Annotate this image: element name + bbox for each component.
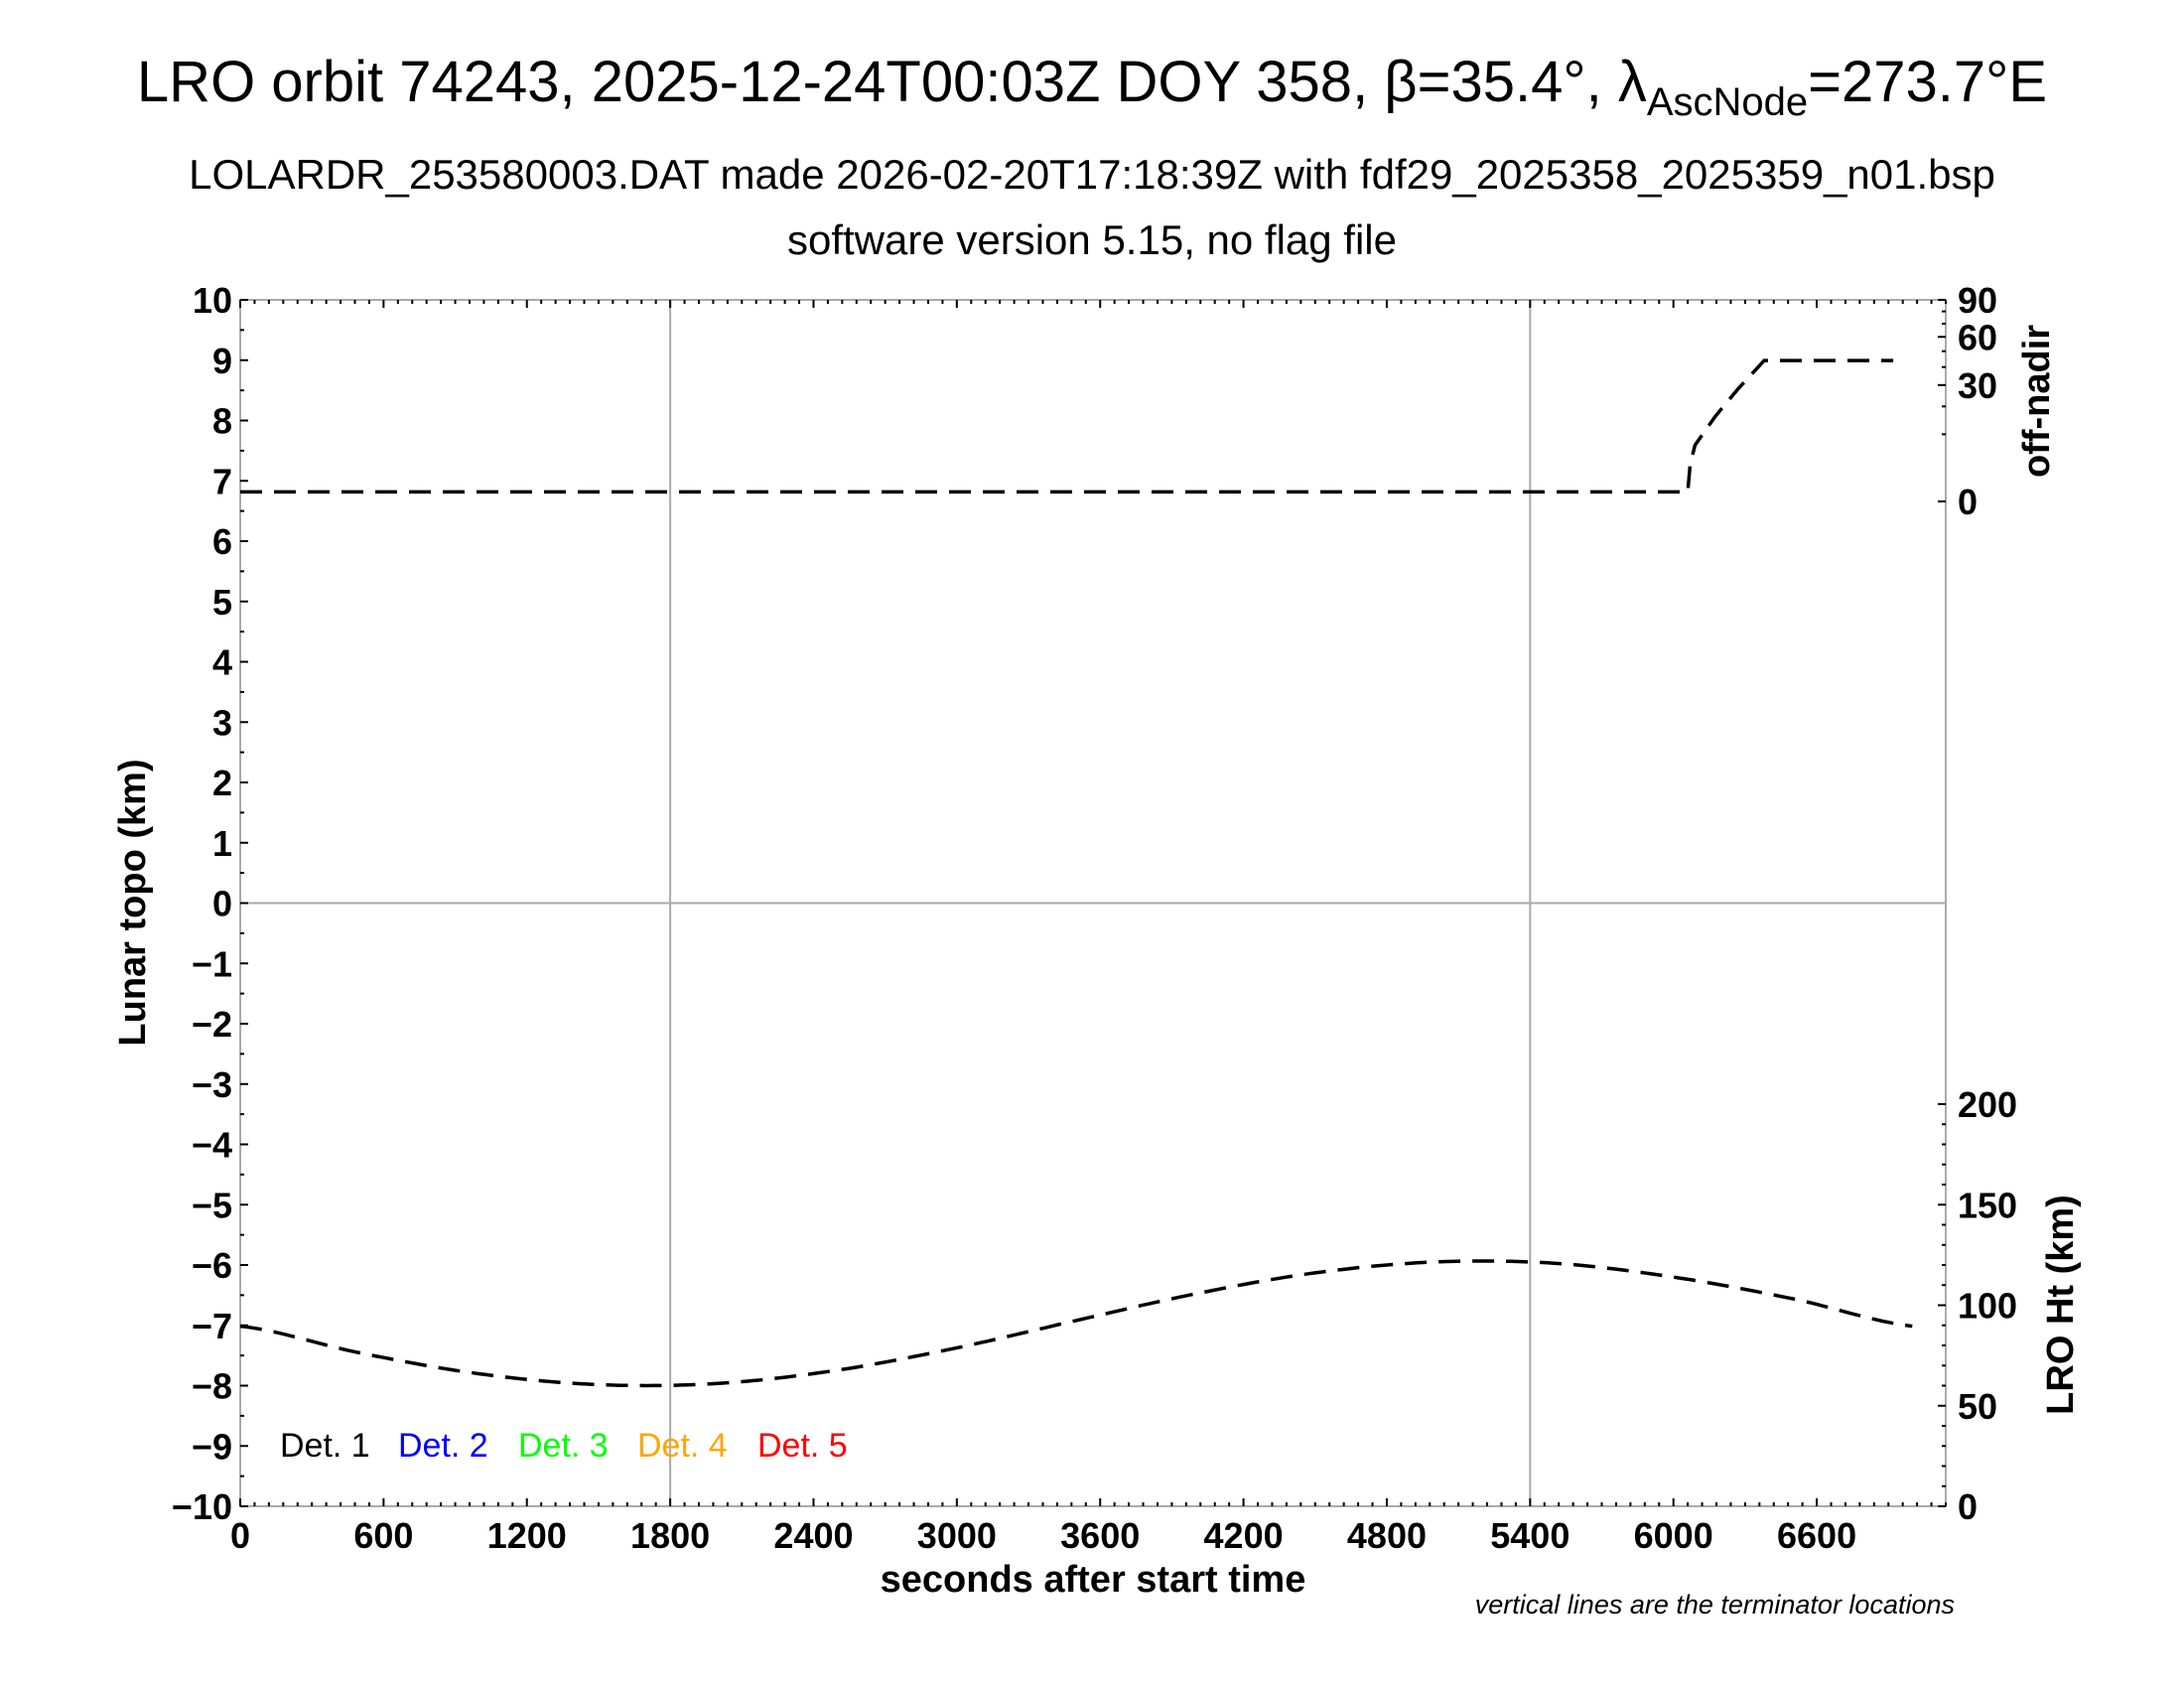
y-axis-label-offnadir: off-nadir <box>2016 325 2058 478</box>
ht-tick-label: 200 <box>1958 1084 2017 1125</box>
x-tick-label: 6600 <box>1777 1515 1856 1556</box>
x-tick-label: 1200 <box>487 1515 567 1556</box>
y-tick-label: −4 <box>192 1125 232 1166</box>
x-tick-label: 3600 <box>1060 1515 1140 1556</box>
y-axis-label-left: Lunar topo (km) <box>112 759 154 1046</box>
y-axis-label-ht: LRO Ht (km) <box>2040 1195 2082 1415</box>
y-tick-label: 7 <box>212 461 232 501</box>
chart-subtitle-2: software version 5.15, no flag file <box>787 216 1397 263</box>
offnadir-tick-label: 30 <box>1958 365 1997 406</box>
y-tick-label: −8 <box>192 1366 232 1407</box>
legend-item: Det. 3 <box>518 1427 609 1465</box>
y-tick-label: 3 <box>212 702 232 743</box>
legend-item: Det. 4 <box>637 1427 728 1465</box>
x-tick-label: 4800 <box>1347 1515 1427 1556</box>
y-tick-label: −1 <box>192 943 232 984</box>
chart-title: LRO orbit 74243, 2025-12-24T00:03Z DOY 3… <box>137 50 2047 124</box>
grid <box>240 300 1946 1506</box>
off-nadir-line <box>240 358 1894 494</box>
y-tick-label: −2 <box>192 1004 232 1045</box>
ht-tick-label: 50 <box>1958 1386 1997 1427</box>
x-tick-label: 0 <box>230 1515 250 1556</box>
lro-height-line <box>239 1259 1913 1388</box>
x-tick-label: 600 <box>353 1515 413 1556</box>
ht-tick-label: 0 <box>1958 1486 1978 1527</box>
y-tick-label: −3 <box>192 1064 232 1105</box>
x-tick-label: 4200 <box>1204 1515 1284 1556</box>
y-tick-label: −7 <box>192 1306 232 1346</box>
legend: Det. 1 Det. 2 Det. 3 Det. 4 Det. 5 <box>280 1427 848 1465</box>
y-tick-label: 9 <box>212 341 232 381</box>
y-tick-label: 0 <box>212 884 232 924</box>
chart-subtitle: LOLARDR_253580003.DAT made 2026-02-20T17… <box>189 151 1995 198</box>
axis-ticks: 0 600 1200 1800 2400 3000 3600 4200 4800 5400 6000… <box>172 280 2017 1556</box>
y-tick-label: 8 <box>212 401 232 442</box>
offnadir-tick-label: 60 <box>1958 317 1997 357</box>
x-axis-label: seconds after start time <box>881 1559 1306 1601</box>
y-tick-label: −5 <box>192 1185 232 1225</box>
y-tick-label: −9 <box>192 1426 232 1467</box>
legend-item: Det. 1 <box>280 1427 370 1465</box>
offnadir-tick-label: 0 <box>1958 482 1978 522</box>
y-tick-label: 1 <box>212 823 232 864</box>
y-tick-label: 6 <box>212 521 232 562</box>
legend-item: Det. 5 <box>757 1427 848 1465</box>
y-tick-label: 4 <box>212 642 232 683</box>
terminator-note: vertical lines are the terminator locati… <box>1475 1590 1955 1619</box>
x-tick-label: 5400 <box>1490 1515 1570 1556</box>
y-tick-label: 2 <box>212 763 232 803</box>
y-tick-label: 10 <box>193 280 232 321</box>
ht-tick-label: 100 <box>1958 1286 2017 1327</box>
y-tick-label: −6 <box>192 1245 232 1286</box>
y-tick-label: 5 <box>212 582 232 623</box>
y-tick-label: −10 <box>172 1486 232 1527</box>
x-tick-label: 1800 <box>630 1515 710 1556</box>
x-tick-label: 6000 <box>1634 1515 1713 1556</box>
x-tick-label: 3000 <box>917 1515 997 1556</box>
series-lines <box>239 358 1913 1388</box>
legend-item: Det. 2 <box>398 1427 488 1465</box>
ht-tick-label: 150 <box>1958 1185 2017 1225</box>
offnadir-tick-label: 90 <box>1958 280 1997 321</box>
x-tick-label: 2400 <box>773 1515 853 1556</box>
